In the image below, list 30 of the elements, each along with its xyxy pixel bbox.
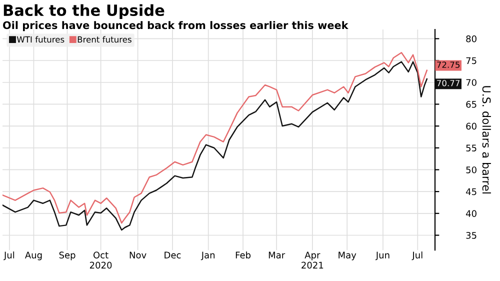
y-tick-label: 40 <box>466 210 476 217</box>
legend-label: WTI futures <box>16 36 64 43</box>
y-tick-label: 45 <box>466 188 476 196</box>
data-label: 72.75 <box>437 62 460 68</box>
y-tick-label: 35 <box>466 232 476 239</box>
y-tick-label: 55 <box>466 144 476 152</box>
y-tick-label: 60 <box>466 122 476 130</box>
x-tick-label: Feb <box>236 251 251 258</box>
x-tick-label: Apr 2021 <box>302 252 324 269</box>
x-tick-label: Jan <box>200 252 215 260</box>
y-tick-label: 80 <box>466 35 476 42</box>
x-tick-label: Jun <box>375 252 390 260</box>
x-tick-label: Dec <box>164 252 181 258</box>
y-tick-label: 70 <box>466 79 476 86</box>
legend-label: Brent futures <box>78 36 132 43</box>
chart-subtitle: Oil prices have bounced back from losses earlier this week <box>3 21 348 32</box>
x-tick-label: May <box>338 252 356 260</box>
x-tick-label: Sep <box>59 252 76 260</box>
data-label: 70.77 <box>437 80 460 86</box>
y-tick-label: 65 <box>466 100 476 108</box>
y-tick-label: 75 <box>466 57 476 64</box>
x-tick-label: Mar <box>268 252 286 258</box>
y-tick-label: 50 <box>466 166 476 174</box>
x-tick-label: Nov <box>130 252 146 258</box>
y-axis-title: U.S. dollars a barrel <box>482 86 491 194</box>
x-tick-label: Jul <box>4 251 14 260</box>
x-tick-label: Oct 2020 <box>90 252 112 269</box>
chart-title: Back to the Upside <box>4 4 164 19</box>
x-tick-label: Jul <box>412 251 422 260</box>
x-tick-label: Aug <box>24 252 42 260</box>
